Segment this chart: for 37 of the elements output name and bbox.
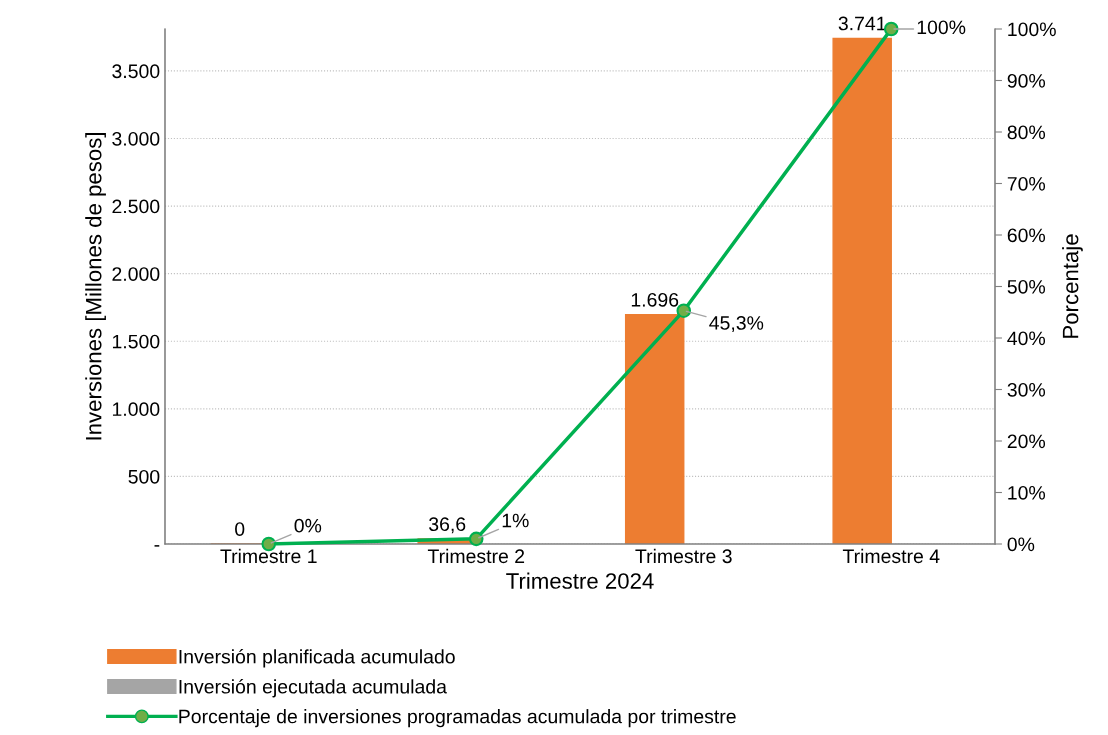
x-tick-label: Trimestre 1 bbox=[220, 548, 317, 564]
legend-label: Inversión ejecutada acumulada bbox=[179, 679, 447, 698]
y2-tick-label: 80% bbox=[1007, 125, 1046, 140]
y2-tick-label: 60% bbox=[1007, 228, 1046, 243]
data-label: 3.741 bbox=[838, 16, 886, 31]
data-label: 1% bbox=[502, 513, 529, 528]
y-tick-label: 1.000 bbox=[112, 402, 160, 417]
x-tick-label: Trimestre 3 bbox=[635, 548, 732, 564]
y-tick-label: - bbox=[154, 545, 160, 547]
y2-tick-label: 90% bbox=[1007, 73, 1046, 88]
x-tick-label: Trimestre 2 bbox=[427, 548, 525, 564]
y2-tick-label: 20% bbox=[1007, 434, 1046, 449]
y2-tick-label: 50% bbox=[1007, 279, 1046, 294]
y2-tick-label: 40% bbox=[1007, 331, 1046, 346]
y-tick-label: 3.500 bbox=[112, 64, 160, 79]
data-label: 1.696 bbox=[631, 292, 679, 307]
y-axis-title: Inversiones [Millones de pesos] bbox=[85, 133, 106, 440]
y2-tick-label: 10% bbox=[1008, 485, 1046, 500]
legend-label: Porcentaje de inversiones programadas acumulada por trimestre bbox=[179, 709, 736, 728]
y2-tick-label: 30% bbox=[1007, 382, 1046, 397]
data-label: 0% bbox=[294, 518, 322, 533]
y2-tick-label: 100% bbox=[1008, 22, 1056, 37]
y-tick-label: 2.500 bbox=[112, 199, 160, 214]
y-tick-label: 1.500 bbox=[112, 334, 160, 349]
y2-tick-label: 70% bbox=[1007, 176, 1046, 191]
y-tick-label: 3.000 bbox=[112, 131, 160, 146]
y-tick-label: 500 bbox=[128, 469, 160, 484]
y2-tick-label: 0% bbox=[1007, 537, 1035, 552]
data-label: 0 bbox=[235, 522, 245, 536]
data-label: 45,3% bbox=[709, 316, 764, 333]
x-tick-label: Trimestre 4 bbox=[842, 548, 940, 564]
data-label: 100% bbox=[917, 20, 966, 35]
y-tick-label: 2.000 bbox=[112, 267, 160, 281]
data-label: 36,6 bbox=[429, 517, 466, 534]
y2-axis-title: Porcentaje bbox=[1062, 234, 1083, 338]
x-axis-title: Trimestre 2024 bbox=[506, 572, 654, 589]
legend-label: Inversión planificada acumulado bbox=[179, 649, 455, 668]
